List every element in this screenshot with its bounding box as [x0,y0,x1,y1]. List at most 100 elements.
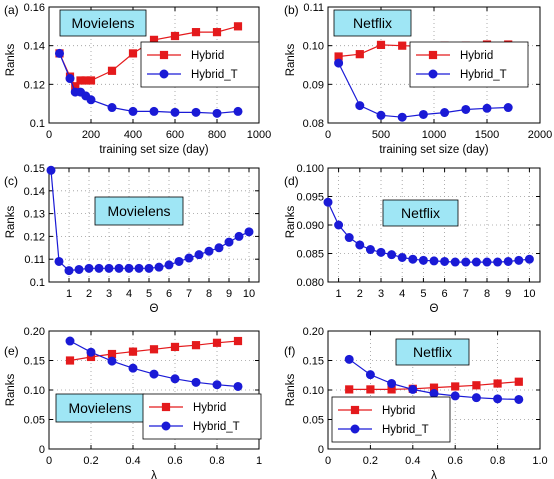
data-point [149,369,159,379]
y-tick-label: 0.12 [24,231,45,243]
data-point [440,256,450,266]
y-tick-label: 0.085 [296,249,324,261]
data-point [493,379,502,388]
y-tick-label: 0.080 [296,277,324,289]
y-tick-label: 0.11 [24,254,45,266]
x-tick-label: 1 [336,288,342,300]
data-point [65,356,75,365]
data-point [104,263,114,273]
x-tick-label: 200 [82,129,100,141]
data-point [184,253,194,263]
legend: Hybrid Hybrid_T [142,393,262,440]
data-point [398,41,407,50]
series-hybrid-t [344,354,524,404]
x-axis-label: λ [431,470,437,479]
x-tick-label: 8 [484,288,490,300]
panel-label: (c) [4,174,18,188]
data-point [149,106,159,116]
x-axis-label: λ [151,470,157,479]
dataset-label-box [59,9,147,37]
y-tick-label: 0.15 [303,356,324,368]
dataset-label-box [333,9,412,37]
legend-label: Hybrid [193,402,226,414]
data-point [124,263,134,273]
dataset-label-box [395,338,470,366]
data-point [212,380,222,390]
x-tick-label: 0 [46,129,52,141]
series-hybrid [65,336,243,365]
panel-a: 0 200 400 600 800 1000 0.1 0.12 0.14 0.16 (a) Ranks… [4,2,271,156]
legend-box [331,396,451,443]
data-point [450,257,460,267]
data-point [149,345,159,354]
data-point [233,22,243,31]
x-tick-label: 10 [243,288,255,300]
x-axis-label: Θ [430,303,439,315]
data-point [191,377,201,387]
y-tick-label: 0.20 [303,326,324,338]
data-point [493,257,503,267]
x-tick-label: 6 [442,288,448,300]
x-tick-label: 2 [86,288,92,300]
data-point [344,233,354,243]
series-hybrid-t [65,336,243,391]
data-point [204,246,214,256]
x-tick-label: 9 [226,288,232,300]
data-point [376,247,386,257]
x-tick-label: 0 [325,129,331,141]
y-tick-label: 0.14 [24,186,45,198]
data-point [472,381,481,390]
data-point [244,227,254,237]
data-point [94,263,104,273]
data-point [418,255,428,265]
x-tick-label: 1 [66,288,72,300]
data-point [128,347,138,356]
data-point [524,254,534,264]
y-axis-label: Ranks [285,373,297,406]
data-point [107,349,117,359]
data-point [429,256,439,266]
x-tick-label: 0.2 [83,455,98,467]
legend-box [409,41,529,88]
x-tick-label: 9 [505,288,511,300]
x-tick-label: 4 [126,288,132,300]
dataset-label-box [94,196,184,226]
legend-marker [161,402,171,412]
data-point [345,385,354,394]
series-hybrid-t [46,165,254,276]
y-axis-label: Ranks [5,373,17,406]
data-point [224,237,234,247]
y-tick-label: 0.11 [303,2,324,14]
y-tick-label: 0.16 [24,2,45,14]
data-point [440,108,450,118]
data-point [334,220,344,230]
y-tick-label: 0.13 [24,209,45,221]
data-point [65,336,75,346]
data-point [233,381,243,391]
panel-f: 0 0.2 0.4 0.6 0.8 1.0 0 0.05 0.10 0.15 0.20 (f) Rank… [284,326,548,479]
legend: Hybrid Hybrid_T [140,41,260,88]
x-tick-label: 600 [166,129,184,141]
data-point [128,363,138,373]
y-tick-label: 0.09 [303,79,324,91]
data-point [234,231,244,241]
y-tick-label: 0.14 [24,41,45,53]
legend-label: Hybrid [191,50,224,62]
data-point [514,394,524,404]
x-tick-label: 3 [106,288,112,300]
x-tick-label: 3 [378,288,384,300]
series-hybrid [55,22,243,91]
y-tick-label: 0.090 [296,220,324,232]
series-hybrid-t [55,48,243,118]
x-tick-label: 1000 [247,129,271,141]
panel-c: 1 2 3 4 5 6 7 8 9 10 0.1 0.11 0.12 0.13 0.14 0.15 (c) Ran… [4,163,260,315]
y-tick-label: 0.12 [24,79,45,91]
data-point [471,257,481,267]
dataset-label-box [55,393,145,423]
data-point [408,384,418,394]
x-axis-label: training set size (day) [99,144,208,156]
data-point [191,341,201,350]
y-axis-label: Ranks [5,205,17,238]
data-point [418,109,428,119]
y-tick-label: 0.10 [303,41,324,53]
